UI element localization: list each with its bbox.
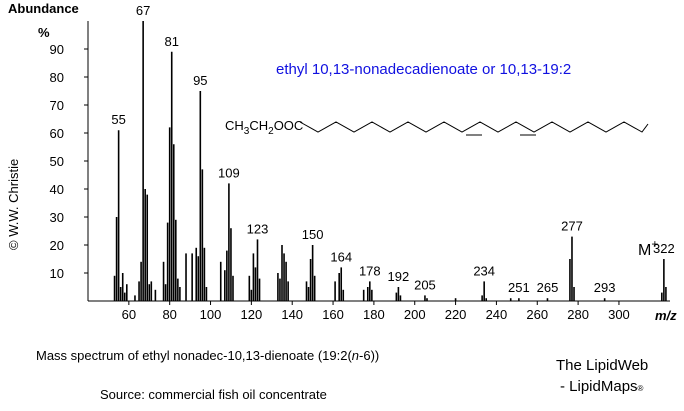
y-tick-label: 80	[50, 70, 64, 85]
peak-label: 55	[111, 112, 125, 127]
peak-label: 123	[247, 221, 269, 236]
y-tick-label: 10	[50, 266, 64, 281]
caption-part: -6))	[359, 348, 379, 363]
chart-title: ethyl 10,13-nonadecadienoate or 10,13-19…	[276, 61, 571, 78]
x-tick-label: 220	[445, 307, 467, 322]
x-tick-label: 80	[162, 307, 176, 322]
peak-label: 293	[594, 280, 616, 295]
peak-label: 205	[414, 277, 436, 292]
x-tick-label: 180	[363, 307, 385, 322]
peak-label: 67	[136, 3, 150, 18]
source: Source: commercial fish oil concentrate	[100, 387, 327, 402]
x-tick-label: 60	[122, 307, 136, 322]
molecular-ion: M+	[638, 237, 658, 259]
peak-label: 192	[388, 269, 410, 284]
peak-label: 322	[653, 241, 675, 256]
brand: The LipidWeb	[556, 357, 648, 374]
peak-label: 178	[359, 263, 381, 278]
formula-part: CH	[225, 118, 244, 133]
y-tick-label: 20	[50, 238, 64, 253]
caption: Mass spectrum of ethyl nonadec-10,13-die…	[36, 348, 379, 363]
formula-part: 3	[244, 126, 250, 137]
peak-label: 150	[302, 227, 324, 242]
peak-label: 81	[164, 34, 178, 49]
x-tick-label: 100	[200, 307, 222, 322]
peak-label: 277	[561, 219, 583, 234]
y-label: Abundance	[8, 1, 79, 16]
y-tick-label: 90	[50, 42, 64, 57]
chain	[299, 121, 649, 136]
caption-part: Mass spectrum of ethyl nonadec-10,13-die…	[36, 348, 352, 363]
brand-part: ®	[638, 384, 644, 393]
x-tick-label: 260	[526, 307, 548, 322]
formula-part: OOC	[274, 118, 304, 133]
y-tick-label: 40	[50, 182, 64, 197]
caption-part: n	[352, 348, 359, 363]
y-tick-label: 60	[50, 126, 64, 141]
x-tick-label: 300	[608, 307, 630, 322]
ion-charge: +	[651, 237, 658, 251]
x-tick-label: 240	[486, 307, 508, 322]
formula: CH3CH2OOC	[225, 118, 303, 137]
peak-label: 109	[218, 165, 240, 180]
peak-label: 95	[193, 73, 207, 88]
x-tick-label: 160	[322, 307, 344, 322]
y-unit: %	[38, 25, 50, 40]
x-tick-label: 280	[567, 307, 589, 322]
peak-label: 234	[473, 263, 495, 278]
ion-symbol: M	[638, 242, 651, 259]
brand-part: - LipidMaps	[560, 378, 638, 395]
formula-part: 2	[268, 126, 274, 137]
chain-bonds	[299, 121, 649, 133]
peak-label: 164	[330, 249, 352, 264]
x-tick-label: 120	[241, 307, 263, 322]
peak-label: 251	[508, 280, 530, 295]
y-tick-label: 70	[50, 98, 64, 113]
brand: - LipidMaps®	[560, 378, 644, 395]
formula-part: CH	[249, 118, 268, 133]
x-tick-label: 140	[281, 307, 303, 322]
y-tick-label: 50	[50, 154, 64, 169]
x-label: m/z	[655, 308, 677, 323]
credit: © W.W. Christie	[6, 159, 21, 250]
peak-label: 265	[537, 280, 559, 295]
y-tick-label: 30	[50, 210, 64, 225]
x-tick-label: 200	[404, 307, 426, 322]
